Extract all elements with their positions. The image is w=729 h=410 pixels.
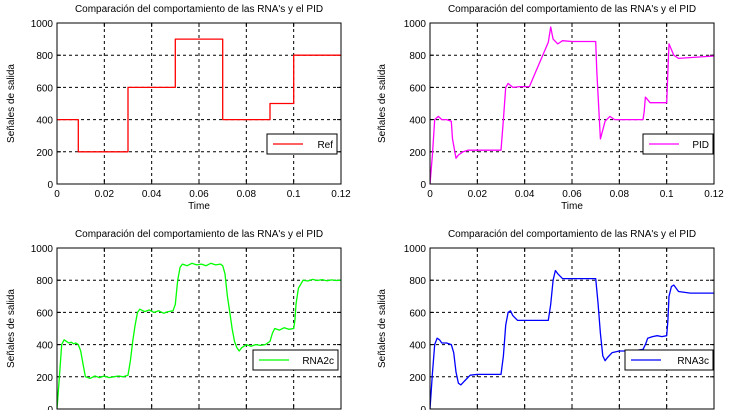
y-tick-label: 1000 (404, 19, 427, 30)
x-tick-label: 0.1 (287, 189, 301, 200)
x-tick-label: 0.02 (95, 189, 115, 200)
legend: RNA3c (624, 349, 714, 371)
x-tick-label: 0 (54, 189, 60, 200)
y-axis-label: Señales de salida (377, 289, 388, 368)
axes-frame (56, 247, 342, 410)
y-tick-label: 600 (409, 308, 426, 319)
y-tick-label: 400 (409, 116, 426, 127)
y-tick-label: 600 (36, 308, 53, 319)
legend: PID (642, 133, 714, 155)
legend-label: RNA3c (677, 356, 709, 367)
x-tick-label: 0 (427, 189, 433, 200)
series-line-rna2c (57, 262, 341, 409)
y-tick-label: 200 (409, 373, 426, 384)
x-tick-label: 0.04 (142, 189, 162, 200)
legend-box (624, 349, 714, 371)
y-tick-label: 200 (409, 148, 426, 159)
subplot-4: 0 200 400 600 800 1000 Señales de salida Compar… (377, 229, 715, 410)
y-tick-label: 0 (47, 180, 53, 191)
x-tick-label: 0.02 (468, 189, 488, 200)
x-tick-label: 0.04 (515, 189, 535, 200)
legend-label: RNA2c (302, 356, 334, 367)
y-tick-label: 0 (420, 405, 426, 410)
chart-title: Comparación del comportamiento de las RN… (75, 4, 323, 15)
y-tick-label: 800 (409, 51, 426, 62)
y-tick-label: 800 (36, 51, 53, 62)
axes-frame (429, 247, 715, 410)
y-tick-label: 1000 (31, 19, 54, 30)
subplot-3: 0 200 400 600 800 1000 Señales de salida Compar… (6, 229, 342, 410)
chart-title: Comparación del comportamiento de las RN… (75, 229, 323, 240)
x-axis-label: Time (188, 201, 210, 212)
y-axis-label: Señales de salida (6, 289, 17, 368)
y-tick-label: 1000 (404, 244, 427, 255)
y-axis-label: Señales de salida (6, 64, 17, 143)
y-tick-label: 0 (420, 180, 426, 191)
y-tick-label: 400 (409, 341, 426, 352)
x-axis-label: Time (561, 201, 583, 212)
y-tick-label: 600 (409, 83, 426, 94)
legend-label: Ref (317, 140, 333, 151)
x-tick-label: 0.12 (331, 189, 351, 200)
y-tick-label: 200 (36, 373, 53, 384)
x-tick-label: 0.1 (660, 189, 674, 200)
axes-frame (56, 22, 342, 185)
legend: Ref (266, 133, 338, 155)
legend-label: PID (692, 140, 709, 151)
x-tick-label: 0.12 (704, 189, 724, 200)
series-line-pid (430, 26, 714, 184)
y-tick-label: 800 (409, 276, 426, 287)
chart-title: Comparación del comportamiento de las RN… (448, 4, 696, 15)
subplot-1: 0 200 400 600 800 1000 0 0.02 0.04 0.06 0.08 0.1 0.1… (6, 4, 351, 212)
y-tick-label: 0 (47, 405, 53, 410)
x-tick-label: 0.08 (237, 189, 257, 200)
y-tick-label: 600 (36, 83, 53, 94)
legend-box (252, 349, 339, 371)
y-tick-label: 400 (36, 341, 53, 352)
axes-frame (429, 22, 715, 185)
y-axis-label: Señales de salida (377, 64, 388, 143)
series-line-rna3c (430, 269, 714, 409)
y-tick-label: 400 (36, 116, 53, 127)
y-tick-label: 1000 (31, 244, 54, 255)
x-tick-label: 0.08 (610, 189, 630, 200)
x-tick-label: 0.06 (562, 189, 582, 200)
x-tick-label: 0.06 (189, 189, 209, 200)
y-tick-label: 800 (36, 276, 53, 287)
chart-title: Comparación del comportamiento de las RN… (448, 229, 696, 240)
y-tick-label: 200 (36, 148, 53, 159)
legend: RNA2c (252, 349, 339, 371)
subplot-2: 0 200 400 600 800 1000 0 0.02 0.04 0.06 0.08 0.1 0.1… (377, 4, 724, 212)
series-line-ref (57, 38, 341, 153)
